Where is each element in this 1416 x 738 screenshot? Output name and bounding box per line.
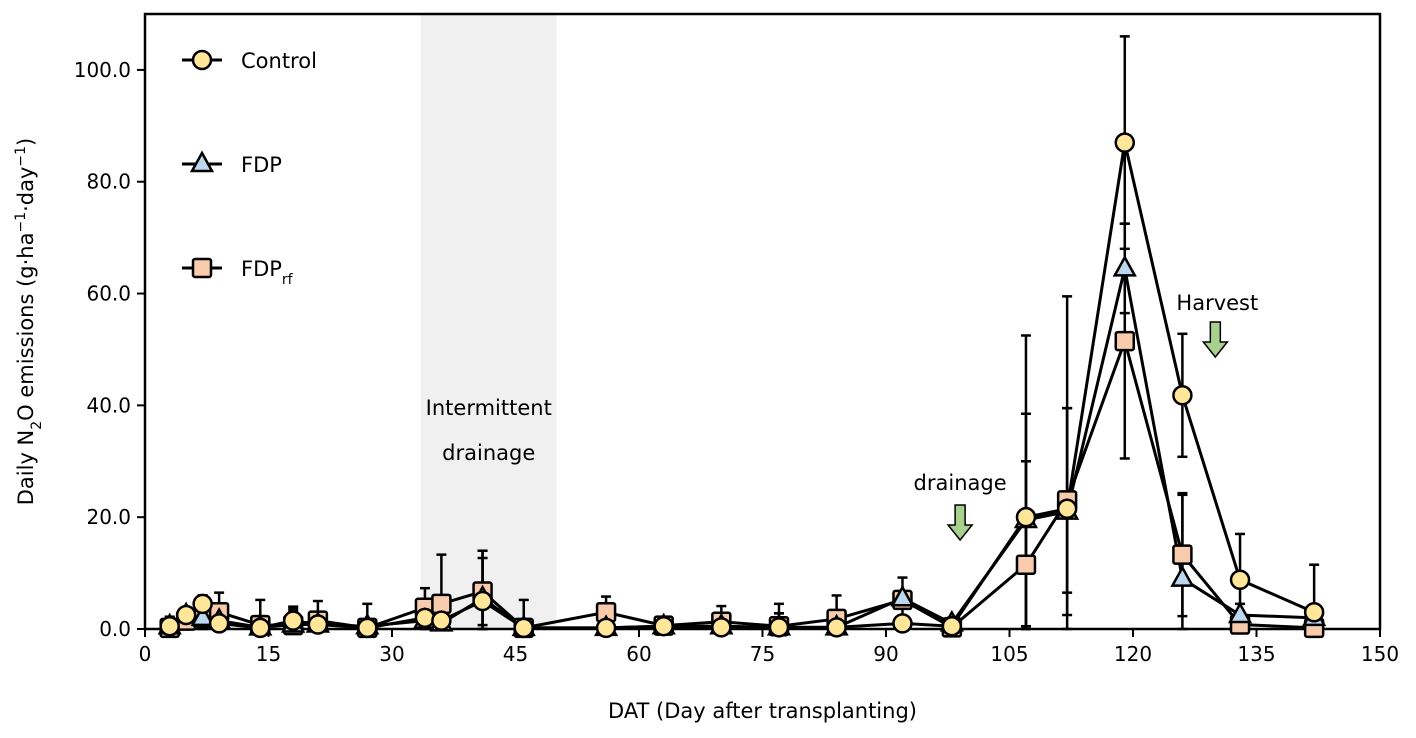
data-point: [1170, 565, 1195, 587]
intermittent-drainage-region: [420, 14, 557, 629]
down-arrow-icon: [1201, 321, 1229, 359]
data-point: [513, 617, 534, 639]
data-point: [595, 617, 617, 639]
data-point: [1015, 506, 1037, 528]
data-point: [472, 590, 493, 612]
x-tick-label: 150: [1361, 642, 1399, 666]
legend-marker-square: [191, 257, 213, 279]
data-point: [1056, 498, 1078, 520]
y-axis-label-part: −1: [13, 212, 29, 233]
y-axis-label-part: ): [14, 138, 38, 146]
data-point: [414, 607, 436, 629]
data-point: [826, 617, 847, 638]
data-point: [175, 604, 197, 626]
data-point: [941, 615, 963, 637]
series-line-FDP: [168, 268, 1315, 630]
data-point: [159, 615, 180, 637]
y-axis-label-part: ·day: [14, 167, 38, 212]
x-tick-label: 120: [1114, 642, 1152, 666]
x-tick-label: 90: [873, 642, 898, 666]
series-line-Control: [168, 142, 1315, 630]
y-axis-label-part: 2: [29, 421, 45, 430]
y-axis-label: Daily N2O emissions (g·ha−1·day−1): [13, 138, 45, 506]
data-point: [208, 613, 230, 634]
y-tick-label: 60.0: [86, 282, 131, 306]
x-tick-label: 75: [750, 642, 775, 666]
data-point: [190, 604, 215, 627]
data-point: [711, 617, 732, 638]
error-bars-2: [164, 222, 1320, 631]
data-point: [1229, 569, 1251, 591]
series-markers-FDPrf: [159, 330, 1325, 639]
series-line-FDPrf: [169, 336, 1315, 630]
series-markers-FDP: [157, 254, 1327, 637]
series-markers-Control: [159, 132, 1325, 639]
x-axis-label: DAT (Day after transplanting): [608, 699, 917, 723]
x-tick-label: 135: [1237, 642, 1275, 666]
y-tick-label: 0.0: [99, 617, 131, 641]
legend-label-sub: rf: [282, 272, 294, 288]
x-tick-label: 105: [990, 642, 1028, 666]
x-tick-label: 30: [379, 642, 404, 666]
error-bars-0: [164, 35, 1320, 631]
data-point: [768, 617, 790, 638]
x-tick-label: 60: [626, 642, 651, 666]
data-point: [1114, 330, 1136, 352]
data-point: [1172, 544, 1193, 565]
data-point: [250, 617, 271, 639]
data-point: [892, 613, 913, 634]
data-point: [1172, 385, 1193, 406]
down-arrow-icon: [946, 504, 974, 542]
y-tick-label: 80.0: [86, 170, 131, 194]
annotation-drainage: drainage: [914, 471, 1007, 495]
y-tick-label: 100.0: [74, 58, 131, 82]
data-point: [1303, 601, 1325, 623]
data-point: [192, 593, 213, 615]
data-point: [653, 615, 674, 637]
legend-label-main: FDP: [241, 257, 282, 281]
legend-marker-circle: [191, 49, 213, 71]
annotation-harvest: Harvest: [1176, 291, 1258, 315]
data-point: [357, 617, 378, 639]
data-point: [890, 584, 915, 607]
data-point: [282, 610, 304, 631]
y-tick-label: 40.0: [86, 393, 131, 417]
legend-marker-triangle: [189, 150, 215, 173]
legend-label-Control: Control: [241, 49, 317, 73]
error-bars-1: [164, 222, 1320, 631]
data-point: [1227, 601, 1253, 624]
y-axis-label-part: Daily N: [14, 430, 38, 506]
data-point: [1015, 554, 1037, 575]
data-point: [431, 610, 452, 631]
y-tick-label: 20.0: [86, 505, 131, 529]
data-point: [307, 614, 329, 635]
plot-frame: [143, 12, 1382, 631]
legend-label-FDPrf: FDPrf: [241, 257, 294, 288]
y-axis-label-part: −1: [13, 146, 29, 167]
legend-label-FDP: FDP: [241, 153, 282, 177]
data-point: [1112, 254, 1137, 277]
y-axis-label-part: O emissions (g·ha: [14, 233, 38, 421]
x-tick-label: 45: [503, 642, 528, 666]
data-point: [1114, 132, 1136, 153]
x-tick-label: 0: [139, 642, 152, 666]
x-tick-label: 15: [256, 642, 281, 666]
intermittent-drainage-label: Intermittent: [426, 396, 552, 420]
intermittent-drainage-label-line2: drainage: [442, 441, 535, 465]
